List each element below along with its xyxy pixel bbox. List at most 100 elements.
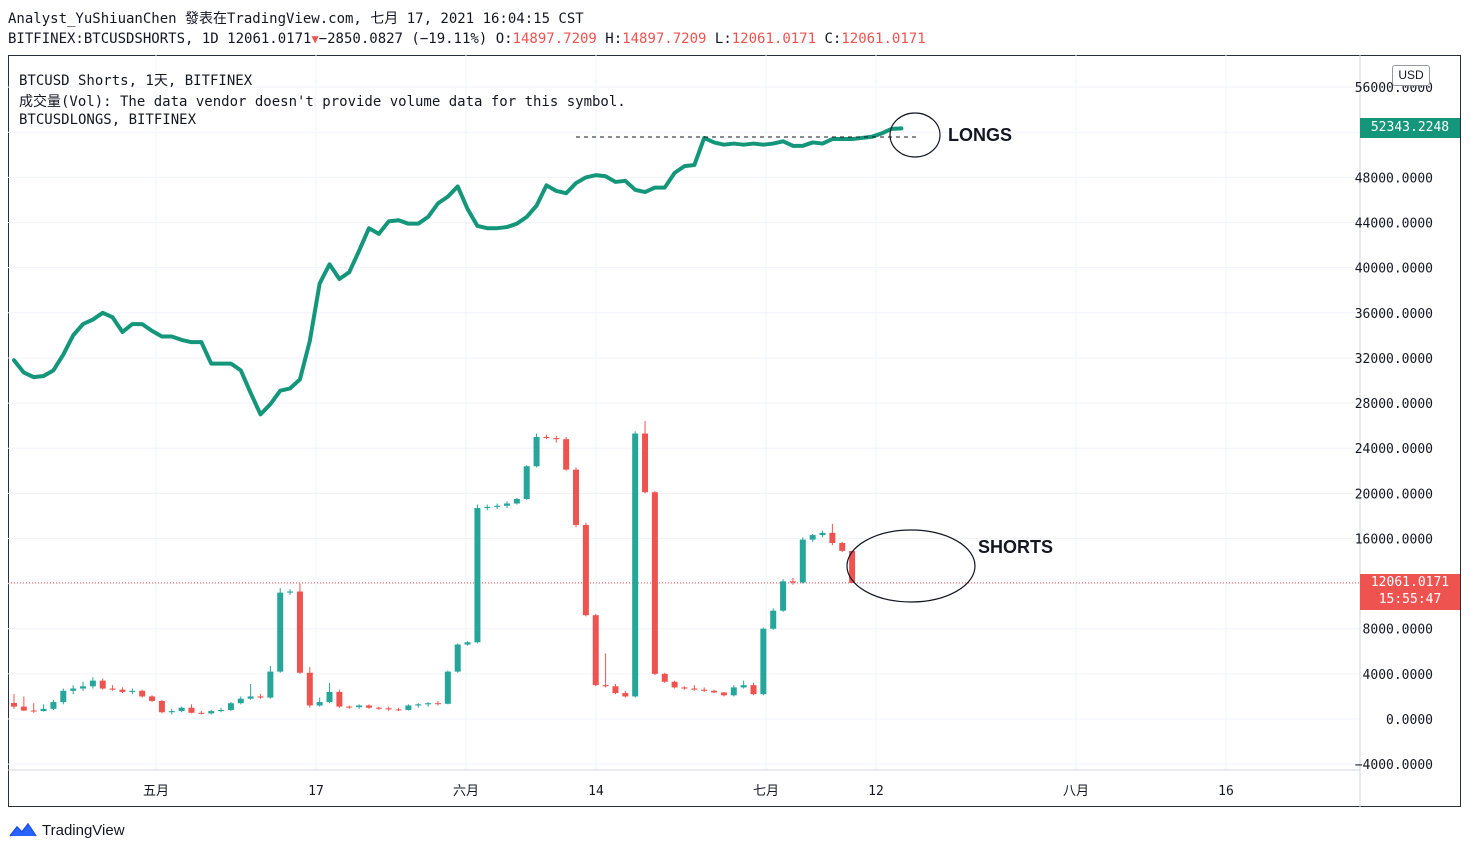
candle-body [149, 696, 156, 701]
currency-button[interactable]: USD [1392, 65, 1430, 86]
candle-body [375, 707, 382, 709]
x-tick-label: 五月 [143, 784, 169, 799]
longs-series-line [12, 126, 904, 417]
candle-body [296, 591, 303, 673]
candle-body [701, 689, 708, 691]
candle-body [513, 498, 520, 504]
high-value: 14897.7209 [622, 31, 707, 47]
y-tick-label: 40000.0000 [1355, 262, 1433, 277]
candle-body [602, 685, 609, 687]
bar-countdown: 15:55:47 [1378, 592, 1442, 607]
candle-body [415, 704, 422, 706]
candle-body [30, 710, 37, 712]
shorts-price-tag: 12061.0171 15:55:47 [1360, 574, 1460, 610]
candle-body [780, 581, 787, 611]
candle-body [218, 709, 225, 712]
candle-body [158, 700, 165, 713]
brand-name: TradingView [42, 821, 125, 839]
y-tick-label: 8000.0000 [1363, 623, 1433, 638]
candle-body [829, 532, 836, 543]
x-tick-label: 17 [308, 784, 324, 799]
high-label: H: [605, 31, 623, 47]
author-line: Analyst_YuShiuanChen 發表在TradingView.com,… [8, 11, 584, 27]
candle-body [671, 681, 678, 688]
candle-body [119, 689, 126, 692]
down-arrow-icon: ▼ [311, 32, 319, 46]
candle-body [711, 690, 718, 693]
candle-body [287, 591, 294, 593]
candle-body [70, 688, 77, 691]
tradingview-logo[interactable]: TradingView [8, 820, 125, 840]
candle-body [434, 703, 441, 705]
y-tick-label: 16000.0000 [1355, 532, 1433, 547]
y-tick-label: 48000.0000 [1355, 171, 1433, 186]
candle-body [494, 505, 501, 507]
legend-longs[interactable]: BTCUSDLONGS, BITFINEX [19, 112, 197, 128]
candle-body [523, 466, 530, 499]
shorts-circle [846, 529, 976, 603]
shorts-last-price: 12061.0171 [1370, 575, 1450, 590]
longs-price-tag: 52343.2248 [1360, 118, 1460, 138]
candle-body [789, 581, 796, 583]
candle-body [691, 688, 698, 690]
candle-body [50, 702, 57, 709]
y-tick-label: 0.0000 [1386, 713, 1433, 728]
candle-body [464, 642, 471, 645]
candle-body [543, 436, 550, 439]
candle-body [533, 436, 540, 467]
open-label: O: [495, 31, 513, 47]
candle-body [809, 535, 816, 540]
candle-body [80, 686, 87, 689]
candle-body [839, 542, 846, 551]
x-tick-label: 六月 [453, 784, 479, 799]
price-chart[interactable]: 56000.000048000.000044000.000040000.0000… [8, 55, 1461, 807]
candle-body [395, 709, 402, 711]
x-tick-label: 12 [868, 784, 884, 799]
x-tick-label: 七月 [753, 784, 779, 799]
candle-body [849, 550, 856, 583]
candle-body [208, 711, 215, 714]
candle-body [612, 686, 619, 694]
candle-body [642, 433, 649, 493]
candle-body [20, 706, 27, 711]
candle-body [89, 680, 96, 687]
candle-body [139, 690, 146, 697]
legend-shorts[interactable]: BTCUSD Shorts, 1天, BITFINEX [19, 73, 253, 89]
candle-body [444, 671, 451, 704]
candle-body [484, 506, 491, 509]
candle-body [770, 610, 777, 629]
candle-body [129, 690, 136, 692]
y-tick-label: 20000.0000 [1355, 487, 1433, 502]
candle-body [365, 705, 372, 708]
candle-body [573, 469, 580, 525]
candle-body [257, 696, 264, 698]
candle-body [651, 492, 658, 674]
candle-body [454, 644, 461, 672]
symbol-name: BITFINEX:BTCUSDSHORTS, 1D [8, 31, 219, 47]
candle-body [188, 707, 195, 713]
candle-body [316, 702, 323, 706]
last-price: 12061.0171 [227, 31, 312, 47]
candle-body [740, 685, 747, 688]
candle-body [819, 532, 826, 536]
legend-volume[interactable]: 成交量(Vol): The data vendor doesn't provid… [19, 94, 626, 110]
open-value: 14897.7209 [512, 31, 597, 47]
candle-body [60, 690, 67, 703]
candle-body [750, 685, 757, 695]
candle-body [168, 711, 175, 713]
change-value: −2850.0827 (−19.11%) [318, 31, 488, 47]
candle-body [237, 698, 244, 704]
x-tick-label: 16 [1218, 784, 1234, 799]
candle-body [474, 508, 481, 643]
candle-body [582, 524, 589, 616]
candle-body [632, 433, 639, 697]
candle-body [109, 688, 116, 690]
candle-body [326, 691, 333, 703]
candle-body [425, 703, 432, 705]
y-tick-label: 32000.0000 [1355, 352, 1433, 367]
candle-body [198, 712, 205, 714]
candle-body [760, 628, 767, 695]
x-tick-label: 八月 [1063, 784, 1089, 799]
candle-body [178, 707, 185, 712]
candle-body [247, 696, 254, 699]
